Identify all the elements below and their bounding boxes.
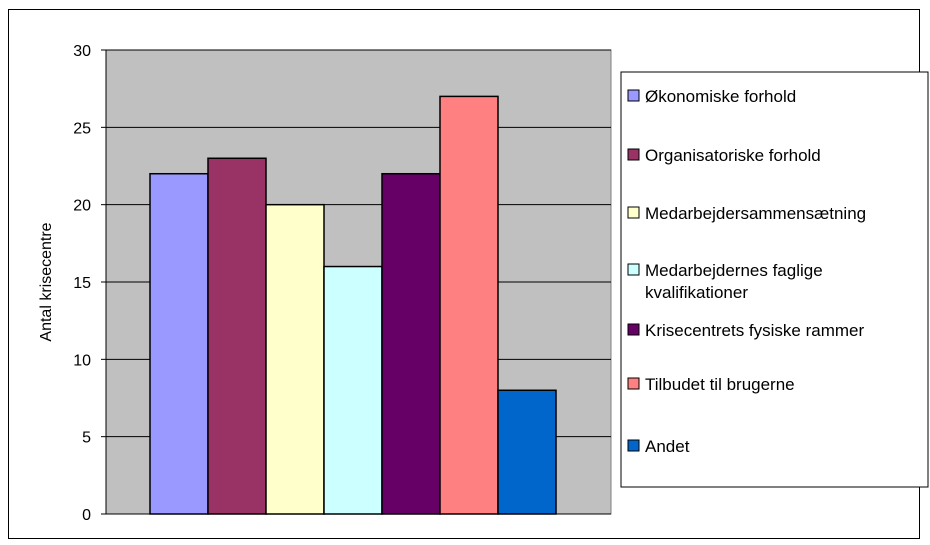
legend-item: Medarbejdersammensætning (627, 204, 866, 223)
legend-box (620, 71, 929, 488)
legend-swatch (627, 148, 640, 161)
legend-swatch (627, 89, 640, 102)
bars (149, 95, 557, 515)
y-tick-label: 15 (73, 275, 91, 292)
legend-label: Tilbudet til brugerne (645, 375, 795, 394)
legend-label: Medarbejdersammensætning (645, 204, 866, 223)
y-tick-label: 0 (82, 507, 91, 524)
legend-swatch (627, 439, 640, 452)
bar (207, 157, 267, 515)
legend-swatch (627, 323, 640, 336)
legend-swatch (627, 377, 640, 390)
legend-swatch (627, 263, 640, 276)
y-tick-label: 10 (73, 352, 91, 369)
legend-item: Krisecentrets fysiske rammer (627, 321, 864, 340)
bar (497, 389, 557, 515)
legend-label: Organisatoriske forhold (645, 146, 821, 165)
legend-item: Andet (627, 437, 690, 456)
legend-item: Medarbejdernes faglige kvalifikationer (627, 261, 823, 302)
y-tick-label: 20 (73, 198, 91, 215)
legend-label: Økonomiske forhold (645, 87, 796, 106)
legend-item: Tilbudet til brugerne (627, 375, 795, 394)
y-tick-label: 30 (73, 43, 91, 60)
legend-swatch (627, 206, 640, 219)
y-tick-label: 5 (82, 430, 91, 447)
legend-label: Medarbejdernes faglige kvalifikationer (645, 261, 823, 302)
y-axis-ticks: 0 5 10 15 20 25 30 (73, 43, 106, 524)
bar (439, 95, 499, 515)
legend-label: Krisecentrets fysiske rammer (645, 321, 864, 340)
bar (381, 172, 441, 515)
legend-item: Organisatoriske forhold (627, 146, 821, 165)
legend: Økonomiske forhold Organisatoriske forhol… (627, 87, 866, 456)
legend-item: Økonomiske forhold (627, 87, 796, 106)
legend-label: Andet (645, 437, 690, 456)
bar (149, 172, 209, 515)
y-axis-label: Antal krisecentre (38, 222, 55, 341)
y-tick-label: 25 (73, 120, 91, 137)
bar (323, 265, 383, 515)
bar (265, 203, 325, 515)
